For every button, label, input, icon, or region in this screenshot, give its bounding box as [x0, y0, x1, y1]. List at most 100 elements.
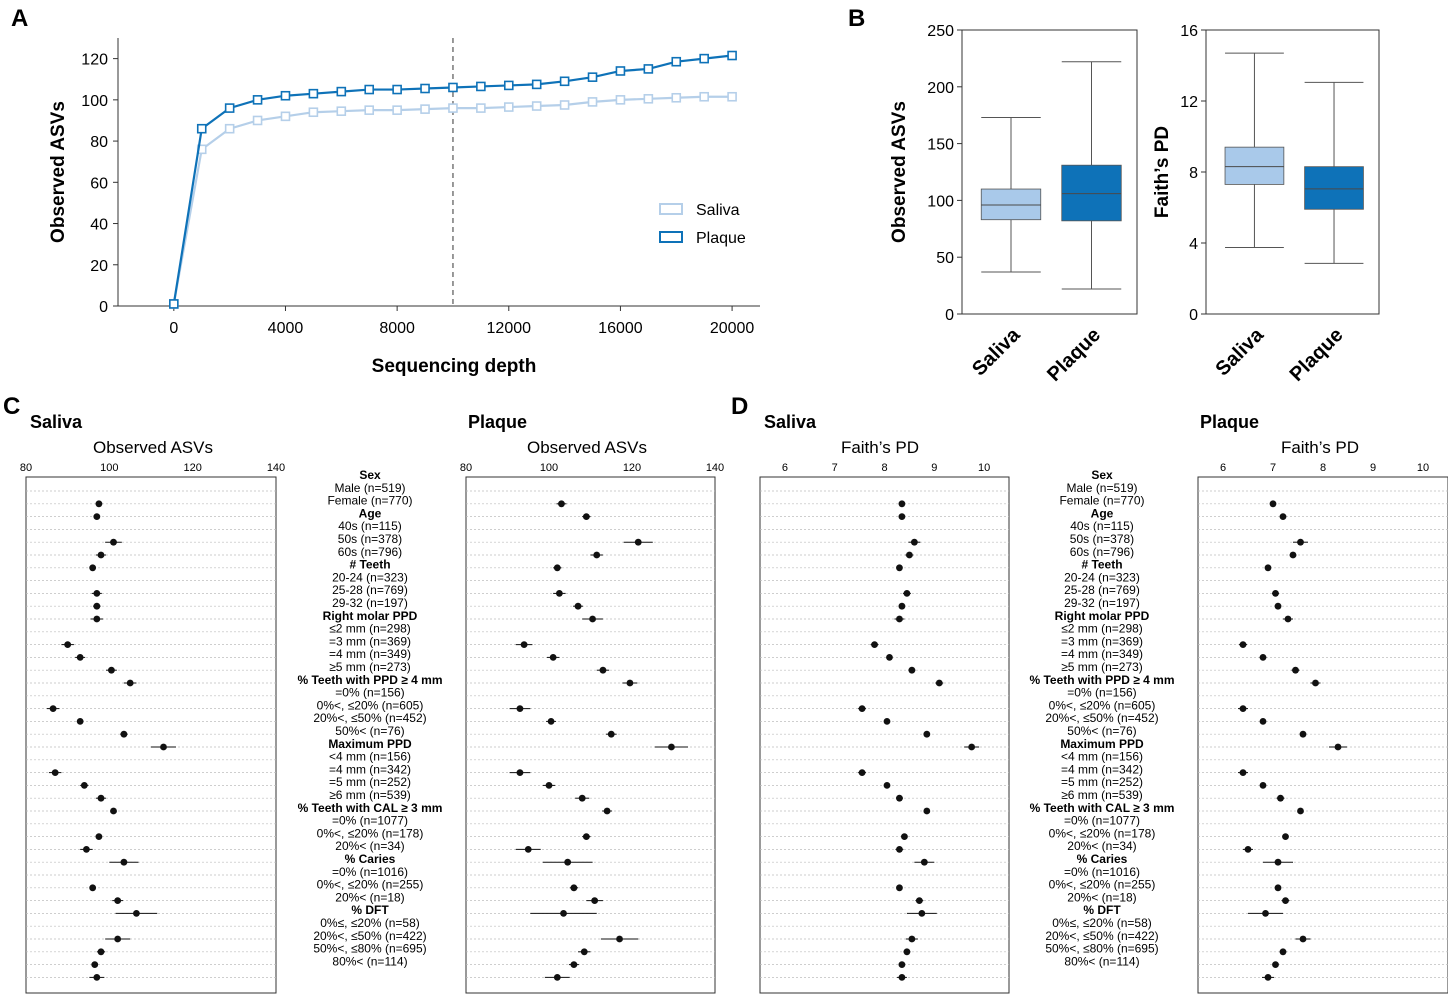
estimate-point — [91, 961, 99, 968]
subgroup-label: 25-28 (n=769) — [332, 583, 408, 597]
y-tick-label: 0 — [945, 307, 954, 324]
estimate-point — [558, 500, 565, 508]
panel-label-b: B — [848, 5, 865, 32]
data-point-saliva — [671, 92, 682, 103]
box-saliva — [980, 188, 1042, 221]
estimate-point — [1299, 935, 1307, 943]
estimate-point — [896, 846, 903, 853]
data-point-saliva — [364, 105, 375, 115]
estimate-point — [582, 513, 590, 520]
subgroup-label: 0%<, ≤20% (n=605) — [317, 698, 424, 712]
group-title: Plaque — [1200, 412, 1259, 432]
estimate-point — [858, 769, 866, 776]
estimate-point — [1334, 743, 1342, 751]
x-tick-label: 120 — [623, 462, 641, 474]
subgroup-label: 50%< (n=76) — [335, 724, 404, 738]
y-tick-label: 100 — [927, 193, 954, 210]
category-header: Maximum PPD — [328, 737, 412, 751]
category-header: Sex — [1091, 468, 1113, 482]
estimate-point — [516, 769, 524, 776]
estimate-point — [1272, 590, 1279, 597]
x-tick-label: 6 — [782, 462, 788, 474]
estimate-point — [49, 705, 57, 712]
plot-frame — [759, 476, 1010, 994]
estimate-point — [896, 615, 903, 623]
group-title: Saliva — [30, 412, 83, 432]
subgroup-label: ≥6 mm (n=539) — [329, 788, 411, 802]
x-tick-label: 120 — [183, 462, 201, 474]
data-point-saliva — [699, 91, 709, 102]
estimate-point — [76, 718, 84, 725]
estimate-point — [97, 551, 105, 559]
x-tick-label: 0 — [169, 320, 178, 337]
subgroup-label: Male (n=519) — [1066, 481, 1137, 495]
panel-a-line-chart: 0 20 40 60 80 100 120 0 4000 8000 12000 16000 20000 S… — [48, 38, 760, 377]
subgroup-label: <4 mm (n=156) — [1061, 750, 1143, 764]
x-tick-label: 6 — [1220, 462, 1226, 474]
subgroup-label: ≤2 mm (n=298) — [329, 622, 411, 636]
category-header: % Teeth with PPD ≥ 4 mm — [1029, 673, 1174, 687]
estimate-point — [93, 513, 101, 520]
group-title: Plaque — [468, 412, 527, 432]
estimate-point — [95, 833, 103, 840]
y-tick-label: 16 — [1180, 23, 1198, 40]
estimate-point — [906, 551, 913, 559]
estimate-point — [1274, 858, 1282, 866]
category-label-plaque: Plaque — [1043, 324, 1105, 386]
estimate-point — [898, 974, 906, 981]
data-point-plaque — [224, 103, 235, 113]
estimate-point — [1264, 974, 1272, 981]
estimate-point — [553, 974, 561, 981]
plot-frame — [1197, 476, 1448, 994]
x-tick-label: 100 — [100, 462, 118, 474]
y-axis-title: Faith’s PD — [1152, 126, 1173, 218]
estimate-point — [935, 679, 943, 687]
panel-b-box-plot-2: 0 4 8 12 16 Faith’s PD Saliva Plaque — [1152, 23, 1380, 386]
y-tick-label: 100 — [81, 93, 108, 110]
subgroup-label: ≥5 mm (n=273) — [329, 660, 411, 674]
estimate-point — [898, 513, 906, 520]
estimate-point — [1279, 513, 1287, 520]
data-point-saliva — [392, 105, 402, 115]
estimate-point — [545, 782, 553, 789]
forest-plot-d-saliva: Saliva Faith’s PD 6 7 8 9 10 — [759, 412, 1010, 994]
y-tick-label: 12 — [1180, 94, 1198, 111]
subgroup-label: 20%<, ≤50% (n=452) — [313, 711, 426, 725]
estimate-point — [114, 897, 122, 904]
subgroup-label: 0%<, ≤20% (n=605) — [1049, 698, 1156, 712]
estimate-point — [908, 935, 916, 943]
data-point-plaque — [727, 50, 737, 61]
subgroup-label: =4 mm (n=349) — [1061, 647, 1143, 661]
subgroup-label: 40s (n=115) — [1070, 519, 1134, 533]
box-plaque — [1304, 166, 1364, 210]
estimate-point — [901, 833, 908, 840]
category-header: % DFT — [1083, 903, 1121, 917]
subgroup-label: 50s (n=378) — [1070, 532, 1134, 546]
x-tick-label: 140 — [267, 462, 285, 474]
estimate-point — [120, 858, 128, 866]
subgroup-label: Male (n=519) — [334, 481, 405, 495]
estimate-point — [883, 718, 891, 725]
estimate-point — [114, 935, 122, 943]
estimate-point — [564, 858, 572, 866]
subgroup-label: 0%≤, ≤20% (n=58) — [1052, 916, 1152, 930]
estimate-point — [603, 807, 611, 815]
panel-label-c: C — [3, 393, 20, 420]
subgroup-label: =0% (n=1077) — [1064, 814, 1140, 828]
legend-label-saliva: Saliva — [696, 202, 740, 219]
x-tick-label: 100 — [540, 462, 558, 474]
y-tick-label: 200 — [927, 80, 954, 97]
subgroup-label: 25-28 (n=769) — [1064, 583, 1140, 597]
legend-label-plaque: Plaque — [696, 230, 746, 247]
estimate-point — [1277, 794, 1284, 802]
metric-title: Observed ASVs — [527, 438, 647, 457]
estimate-point — [1259, 782, 1267, 789]
data-point-saliva — [252, 115, 263, 126]
data-point-plaque — [308, 88, 319, 99]
category-header: # Teeth — [349, 558, 390, 572]
estimate-point — [110, 807, 117, 815]
subgroup-label: <4 mm (n=156) — [329, 750, 411, 764]
estimate-point — [1239, 769, 1247, 776]
estimate-point — [108, 666, 115, 674]
estimate-point — [593, 551, 601, 559]
